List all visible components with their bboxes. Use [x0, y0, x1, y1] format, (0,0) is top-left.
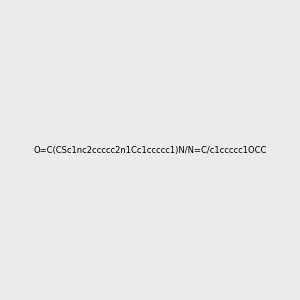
- Text: O=C(CSc1nc2ccccc2n1Cc1ccccc1)N/N=C/c1ccccc1OCC: O=C(CSc1nc2ccccc2n1Cc1ccccc1)N/N=C/c1ccc…: [33, 146, 267, 154]
